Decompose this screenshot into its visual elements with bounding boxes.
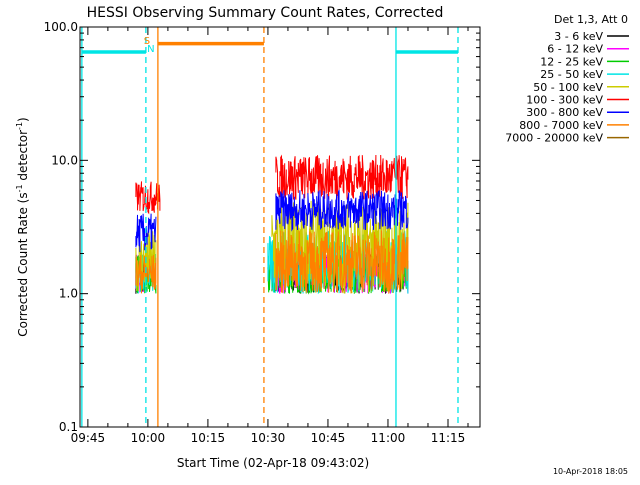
series-5-trace-0 xyxy=(135,181,161,215)
legend-label-6: 300 - 800 keV xyxy=(526,106,603,119)
y-tick-label-0: 0.1 xyxy=(59,420,78,434)
y-axis-label-main: Corrected Count Rate (s xyxy=(16,192,30,336)
flag-marker-n: N xyxy=(147,44,154,55)
x-tick-label-6: 11:15 xyxy=(431,431,466,445)
y-tick-label-2: 10.0 xyxy=(51,153,78,167)
series-5-trace-1 xyxy=(275,154,409,201)
legend-label-8: 7000 - 20000 keV xyxy=(505,132,603,145)
y-axis-label-sup2: -1 xyxy=(15,122,24,130)
axis-layer: 09:45 10:00 10:15 10:30 10:45 11:00 11:15 0.1 1.… xyxy=(44,20,480,445)
legend-label-0: 3 - 6 keV xyxy=(554,30,603,43)
legend-label-3: 25 - 50 keV xyxy=(540,68,603,81)
chart-title: HESSI Observing Summary Count Rates, Cor… xyxy=(87,5,444,21)
annotation-layer: SN xyxy=(81,27,459,427)
legend-title: Det 1,3, Att 0 xyxy=(554,13,628,26)
generation-timestamp: 10-Apr-2018 18:05 xyxy=(553,467,628,476)
x-tick-label-2: 10:15 xyxy=(191,431,226,445)
y-axis-label-sup1: -1 xyxy=(15,184,24,192)
y-tick-label-1: 1.0 xyxy=(59,287,78,301)
legend-label-1: 6 - 12 keV xyxy=(547,43,603,56)
y-axis-label-end: ) xyxy=(16,117,30,122)
plot-frame xyxy=(79,26,481,428)
series-5 xyxy=(135,154,409,215)
y-axis-label-mid: detector xyxy=(16,130,30,185)
x-tick-label-1: 10:00 xyxy=(131,431,166,445)
x-tick-label-4: 10:45 xyxy=(311,431,346,445)
legend-label-4: 50 - 100 keV xyxy=(533,81,603,94)
x-axis-label: Start Time (02-Apr-18 09:43:02) xyxy=(177,456,369,470)
series-7-trace-1 xyxy=(275,230,409,294)
y-axis-label: Corrected Count Rate (s-1 detector-1) xyxy=(15,117,30,336)
flag-marker-s: S xyxy=(144,36,150,47)
x-tick-label-5: 11:00 xyxy=(371,431,406,445)
series-6-trace-1 xyxy=(275,189,409,232)
x-tick-label-3: 10:30 xyxy=(251,431,286,445)
legend-label-5: 100 - 300 keV xyxy=(526,94,603,107)
legend-label-7: 800 - 7000 keV xyxy=(519,119,603,132)
y-tick-label-3: 100.0 xyxy=(44,20,78,34)
legend-label-2: 12 - 25 keV xyxy=(540,55,603,68)
x-tick-label-0: 09:45 xyxy=(71,431,106,445)
